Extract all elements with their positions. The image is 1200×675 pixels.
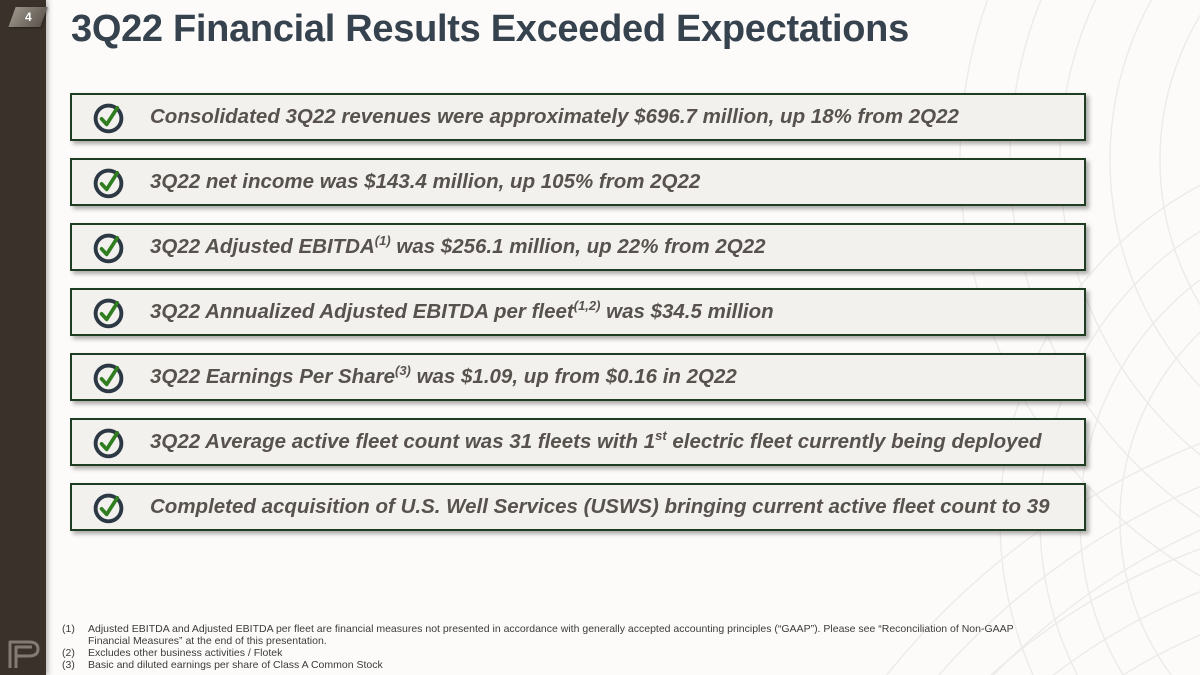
check-icon	[93, 168, 124, 198]
bullet-text: 3Q22 Adjusted EBITDA(1) was $256.1 milli…	[150, 233, 766, 259]
bullet-text-segment: electric fleet currently being deployed	[666, 430, 1042, 453]
check-icon	[93, 493, 124, 523]
footnote-row: (2) Excludes other business activities /…	[62, 647, 1042, 659]
bullet-box: 3Q22 Annualized Adjusted EBITDA per flee…	[70, 288, 1086, 336]
sidebar: 4	[0, 0, 48, 675]
bullet-text-segment: 3Q22 Adjusted EBITDA	[150, 235, 375, 258]
bullet-superscript: (3)	[394, 363, 411, 379]
page-number: 4	[24, 10, 32, 24]
bullet-text: Consolidated 3Q22 revenues were approxim…	[150, 105, 959, 129]
bullet-box: 3Q22 Earnings Per Share(3) was $1.09, up…	[70, 353, 1086, 401]
bullet-box: Consolidated 3Q22 revenues were approxim…	[70, 93, 1086, 141]
footnote-text: Basic and diluted earnings per share of …	[88, 659, 383, 672]
bullet-list: Consolidated 3Q22 revenues were approxim…	[70, 93, 1086, 548]
bullet-text-segment: 3Q22 Average active fleet count was 31 f…	[150, 430, 656, 453]
page-title: 3Q22 Financial Results Exceeded Expectat…	[71, 8, 909, 50]
footnote-row: (3) Basic and diluted earnings per share…	[62, 659, 1042, 671]
bullet-text: 3Q22 Earnings Per Share(3) was $1.09, up…	[150, 363, 737, 389]
bullet-text-segment: 3Q22 Annualized Adjusted EBITDA per flee…	[150, 300, 574, 323]
footnotes: (1) Adjusted EBITDA and Adjusted EBITDA …	[62, 623, 1042, 671]
bullet-text: 3Q22 Annualized Adjusted EBITDA per flee…	[150, 298, 774, 324]
bullet-superscript: (1)	[374, 233, 391, 249]
profrac-logo-icon	[8, 640, 40, 668]
bullet-text-segment: was $256.1 million, up 22% from 2Q22	[390, 235, 766, 258]
bullet-superscript: (1,2)	[573, 298, 601, 314]
check-icon	[93, 233, 124, 263]
bullet-text-segment: Completed acquisition of U.S. Well Servi…	[150, 495, 1050, 518]
footnote-number: (1)	[62, 623, 75, 635]
footnote-text: Adjusted EBITDA and Adjusted EBITDA per …	[88, 623, 1014, 648]
bullet-box: 3Q22 Average active fleet count was 31 f…	[70, 418, 1086, 466]
footnote-text: Excludes other business activities / Flo…	[88, 647, 283, 660]
page-number-badge: 4	[8, 7, 48, 27]
bullet-text: Completed acquisition of U.S. Well Servi…	[150, 495, 1050, 519]
footnote-number: (3)	[62, 659, 75, 672]
check-icon	[93, 103, 124, 133]
bullet-superscript: st	[655, 428, 667, 444]
footnote-row: (1) Adjusted EBITDA and Adjusted EBITDA …	[62, 623, 1042, 647]
bullet-box: Completed acquisition of U.S. Well Servi…	[70, 483, 1086, 531]
footnote-number: (2)	[62, 647, 75, 660]
check-icon	[93, 428, 124, 458]
bullet-text-segment: Consolidated 3Q22 revenues were approxim…	[150, 105, 959, 128]
check-icon	[93, 298, 124, 328]
bullet-box: 3Q22 net income was $143.4 million, up 1…	[70, 158, 1086, 206]
bullet-text-segment: 3Q22 Earnings Per Share	[150, 365, 395, 388]
bullet-box: 3Q22 Adjusted EBITDA(1) was $256.1 milli…	[70, 223, 1086, 271]
bullet-text: 3Q22 net income was $143.4 million, up 1…	[150, 170, 700, 194]
check-icon	[93, 363, 124, 393]
bullet-text-segment: 3Q22 net income was $143.4 million, up 1…	[150, 170, 701, 193]
bullet-text: 3Q22 Average active fleet count was 31 f…	[150, 428, 1042, 454]
bullet-text-segment: was $1.09, up from $0.16 in 2Q22	[410, 365, 737, 388]
bullet-text-segment: was $34.5 million	[600, 300, 774, 323]
